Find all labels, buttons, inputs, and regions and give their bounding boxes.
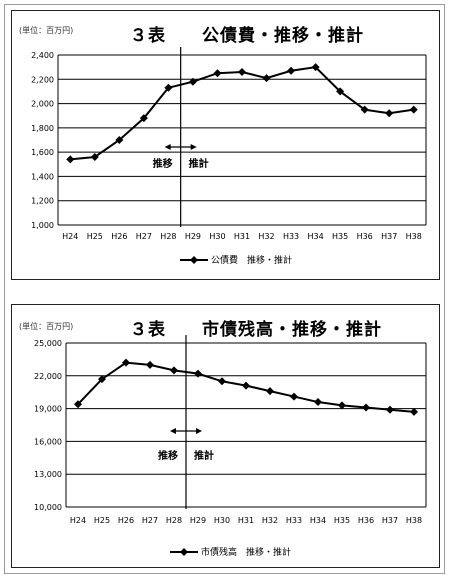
y-tick-label: 1,800: [31, 124, 54, 133]
data-point: [188, 77, 197, 86]
annotation-forecast: 推計: [189, 157, 209, 170]
chart-debt-service: (単位：百万円) ３表 公債費・推移・推計 1,000 1,200 1,400 1,6…: [11, 10, 440, 280]
y-tick-label: 25,000: [34, 339, 62, 348]
y-tick-label: 1,000: [31, 221, 54, 230]
y-tick-label: 22,000: [34, 372, 62, 381]
x-tick-label: H24: [70, 516, 86, 525]
data-point: [98, 375, 106, 384]
data-point: [287, 66, 296, 75]
x-tick-label: H38: [406, 516, 422, 525]
x-tick-label: H27: [136, 232, 152, 241]
y-tick-label: 10,000: [34, 503, 62, 512]
x-tick-label: H30: [209, 232, 225, 241]
y-tick-label: 16,000: [34, 437, 62, 446]
legend: 公債費 推移・推計: [180, 253, 292, 266]
x-tick-label: H37: [382, 516, 398, 525]
plot-area: 1,000 1,200 1,400 1,600 1,800 2,000 2,200 2,400…: [31, 47, 427, 241]
data-point: [194, 369, 202, 378]
legend-label: 公債費 推移・推計: [211, 256, 293, 266]
x-tick-label: H25: [94, 516, 110, 525]
data-point: [290, 392, 298, 401]
y-tick-label: 1,200: [31, 197, 54, 206]
x-tick-label: H24: [62, 232, 78, 241]
data-point: [238, 68, 246, 76]
x-tick-label: H33: [286, 516, 302, 525]
legend: 市債残高 推移・推計: [170, 545, 291, 558]
data-point: [336, 87, 345, 96]
x-tick-label: H34: [310, 516, 326, 525]
x-tick-label: H26: [111, 232, 127, 241]
data-point: [139, 114, 148, 123]
y-tick-label: 2,200: [31, 75, 54, 84]
data-point: [410, 407, 418, 416]
y-tick-label: 2,400: [31, 51, 54, 60]
y-tick-label: 1,400: [31, 172, 54, 181]
data-point: [213, 69, 222, 78]
data-point: [386, 405, 394, 414]
data-point: [170, 366, 178, 375]
x-tick-label: H26: [118, 516, 134, 525]
annotation-actual: 推移: [153, 157, 173, 170]
y-tick-label: 19,000: [34, 405, 62, 414]
x-tick-label: H29: [190, 516, 206, 525]
x-tick-label: H37: [381, 232, 397, 241]
chart-municipal-bond-balance: (単位：百万円) ３表 市債残高・推移・推計 10,000 13,000 16,00…: [11, 304, 440, 568]
data-point: [218, 377, 226, 386]
data-point: [74, 400, 82, 409]
plot-area: 10,000 13,000 16,000 19,000 22,000 25,000 H24 H…: [34, 335, 427, 525]
data-point: [146, 360, 154, 369]
arrow-head-left: [170, 428, 176, 434]
data-point: [66, 155, 75, 164]
x-tick-label: H31: [234, 232, 250, 241]
unit-label: (単位：百万円): [19, 322, 74, 331]
arrow-head-right: [196, 428, 202, 434]
y-tick-label: 1,600: [31, 148, 54, 157]
x-tick-label: H35: [332, 232, 348, 241]
y-tick-label: 2,000: [31, 100, 54, 109]
x-tick-label: H36: [358, 516, 374, 525]
x-tick-label: H29: [185, 232, 201, 241]
figure-frame: [4, 4, 445, 574]
data-point: [115, 136, 124, 144]
data-point: [409, 105, 418, 114]
x-tick-label: H32: [258, 232, 274, 241]
x-tick-label: H35: [334, 516, 350, 525]
data-point: [362, 403, 370, 412]
data-point: [164, 83, 173, 92]
annotation-forecast: 推計: [194, 449, 214, 462]
x-tick-label: H25: [87, 232, 103, 241]
x-tick-label: H31: [238, 516, 254, 525]
legend-line-icon: [170, 547, 198, 556]
x-tick-label: H30: [214, 516, 230, 525]
data-point: [122, 358, 130, 367]
chart-title: ３表 市債残高・推移・推計: [130, 320, 382, 340]
data-point: [262, 74, 271, 83]
arrow-head-right: [190, 144, 197, 150]
data-point: [266, 387, 274, 396]
data-point: [314, 398, 322, 407]
x-tick-label: H36: [357, 232, 373, 241]
x-tick-label: H32: [262, 516, 278, 525]
x-tick-label: H38: [406, 232, 422, 241]
x-tick-label: H34: [307, 232, 323, 241]
data-point: [385, 109, 394, 118]
legend-label: 市債残高 推移・推計: [201, 548, 292, 558]
x-tick-label: H28: [160, 232, 176, 241]
annotation-actual: 推移: [158, 449, 178, 462]
x-tick-label: H28: [166, 516, 182, 525]
x-tick-label: H27: [142, 516, 158, 525]
data-point: [242, 381, 250, 390]
series-line: [70, 66, 414, 161]
y-tick-label: 13,000: [34, 470, 62, 479]
data-point: [90, 153, 99, 161]
chart-title: ３表 公債費・推移・推計: [130, 26, 364, 46]
arrow-head-left: [164, 144, 171, 150]
x-tick-label: H33: [283, 232, 299, 241]
data-point: [338, 401, 346, 410]
data-point: [360, 105, 369, 114]
legend-line-icon: [180, 255, 208, 264]
unit-label: (単位：百万円): [19, 26, 74, 35]
